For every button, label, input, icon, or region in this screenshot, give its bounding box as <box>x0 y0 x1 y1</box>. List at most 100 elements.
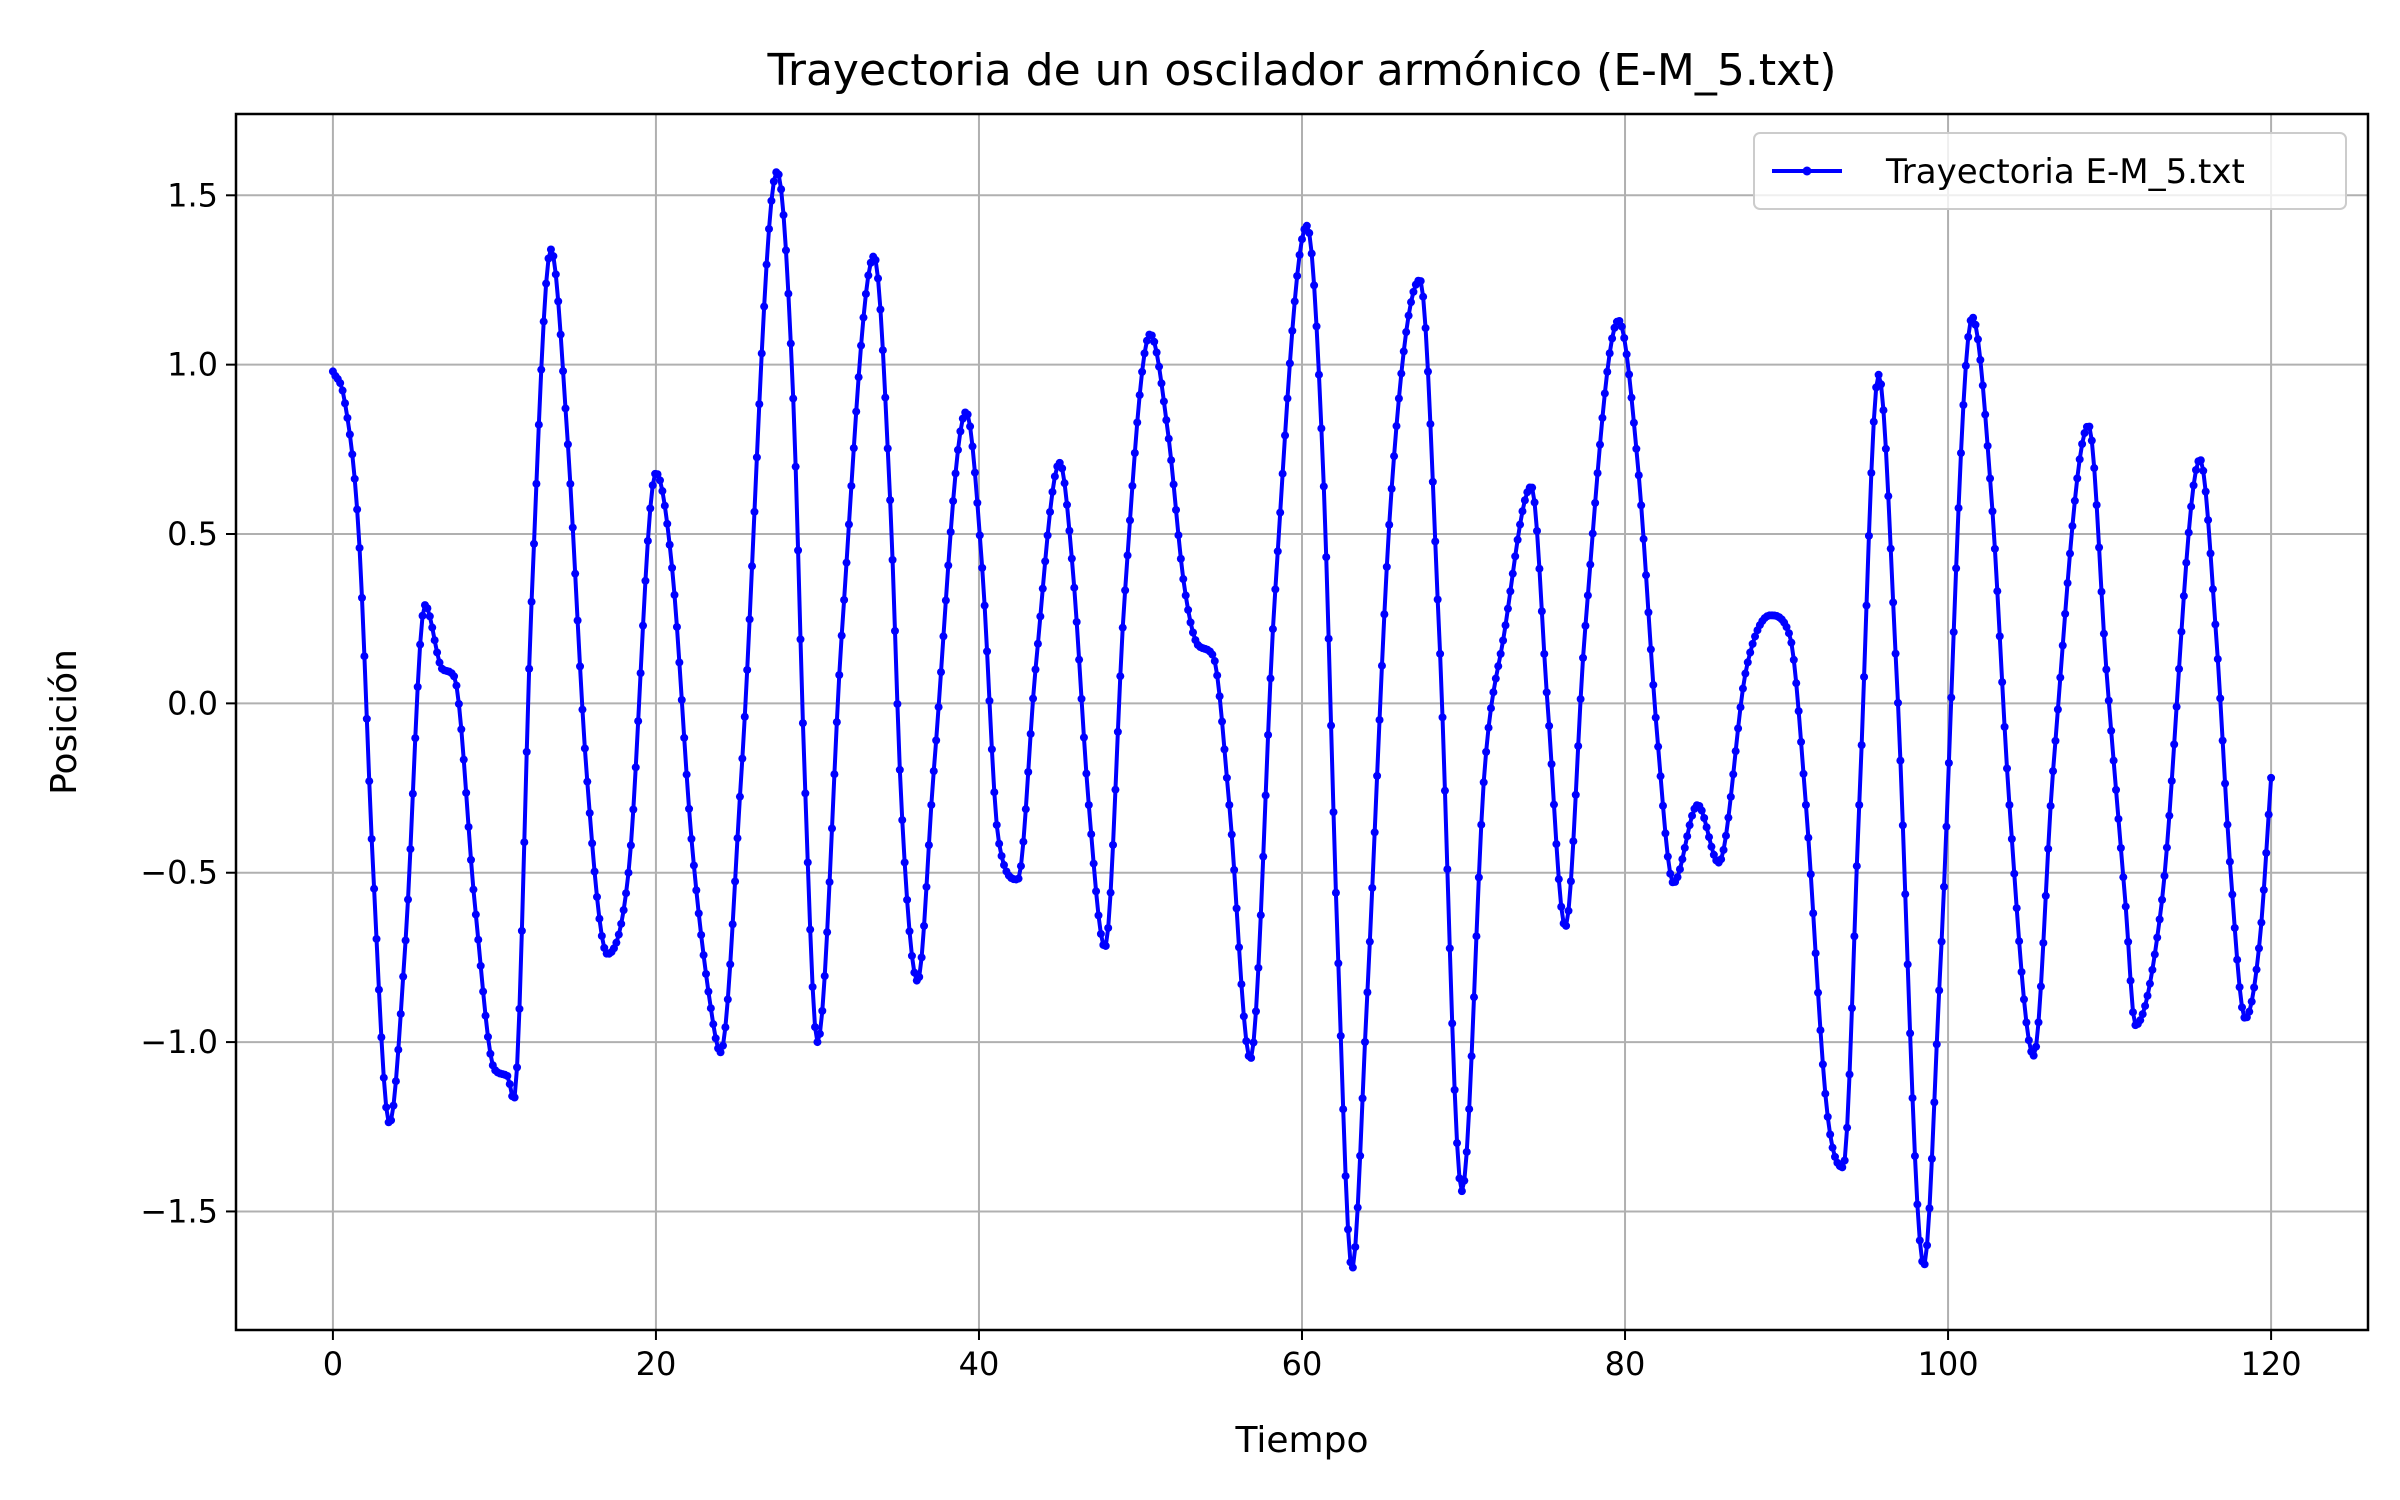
data-point <box>1579 653 1588 662</box>
data-point <box>2216 694 2225 703</box>
data-point <box>348 450 357 459</box>
data-point <box>806 925 815 934</box>
data-point <box>1261 791 1270 800</box>
data-point <box>389 1101 398 1110</box>
data-point <box>1387 484 1396 493</box>
data-point <box>411 734 420 743</box>
data-point <box>2221 779 2230 788</box>
data-point <box>1048 487 1057 496</box>
data-point <box>859 313 868 322</box>
data-point <box>1726 792 1735 801</box>
data-point <box>2223 820 2232 829</box>
data-point <box>1680 843 1689 852</box>
data-point <box>1256 911 1265 920</box>
data-point <box>629 805 638 814</box>
data-point <box>762 260 771 269</box>
data-point <box>2245 1007 2254 1016</box>
data-point <box>970 468 979 477</box>
data-point <box>990 788 999 797</box>
data-point <box>479 987 488 996</box>
data-point <box>401 936 410 945</box>
data-point <box>430 636 439 645</box>
data-point <box>721 1023 730 1032</box>
data-point <box>2238 1003 2247 1012</box>
data-point <box>2162 843 2171 852</box>
data-point <box>2109 756 2118 765</box>
data-point <box>1838 1163 1847 1172</box>
data-point <box>1293 271 1302 280</box>
data-point <box>2099 629 2108 638</box>
data-point <box>1663 852 1672 861</box>
data-point <box>1159 397 1168 406</box>
data-point <box>1988 507 1997 516</box>
data-point <box>1586 560 1595 569</box>
data-point <box>1021 805 1030 814</box>
data-point <box>735 792 744 801</box>
data-point <box>1881 444 1890 453</box>
data-point <box>849 444 858 453</box>
data-point <box>1324 634 1333 643</box>
data-point <box>387 1116 396 1125</box>
data-point <box>372 934 381 943</box>
data-point <box>1685 821 1694 830</box>
data-point <box>1891 649 1900 658</box>
data-point <box>1852 862 1861 871</box>
ticks: 0 20 40 60 80 100 120 −1.5 −1.0 −0.5 0.0 0.5 1.0 1.5 <box>140 176 2301 1383</box>
data-point <box>956 427 965 436</box>
data-point <box>2155 915 2164 924</box>
data-point <box>2264 810 2273 819</box>
data-point <box>1942 822 1951 831</box>
data-point <box>1208 650 1217 659</box>
data-point <box>1443 865 1452 874</box>
data-point <box>462 788 471 797</box>
data-point <box>520 838 529 847</box>
data-point <box>1581 621 1590 630</box>
data-point <box>1305 229 1314 238</box>
data-point <box>1952 564 1961 573</box>
data-point <box>2211 620 2220 629</box>
data-point <box>370 884 379 893</box>
data-point <box>2191 466 2200 474</box>
data-point <box>612 938 621 947</box>
data-point <box>1566 877 1575 886</box>
data-point <box>755 400 764 409</box>
data-point <box>362 714 371 723</box>
data-point <box>578 705 587 714</box>
data-point <box>1368 883 1377 892</box>
data-point <box>2034 1018 2043 1027</box>
data-point <box>2225 857 2234 866</box>
data-point <box>341 399 350 408</box>
data-point <box>2148 965 2157 974</box>
data-point <box>2053 705 2062 714</box>
data-point <box>1237 980 1246 989</box>
data-point <box>1169 480 1178 489</box>
data-point <box>1516 520 1525 529</box>
data-point <box>1239 1012 1248 1021</box>
data-point <box>2051 736 2060 745</box>
data-point <box>1908 1094 1917 1103</box>
data-point <box>1174 531 1183 540</box>
data-point <box>1857 741 1866 750</box>
data-point <box>505 1080 514 1089</box>
data-point <box>2129 1008 2137 1017</box>
data-point <box>1416 277 1425 286</box>
data-point <box>1930 1098 1939 1107</box>
data-point <box>360 652 369 661</box>
data-point <box>704 987 713 996</box>
data-point <box>1491 674 1500 683</box>
data-point <box>1118 623 1127 632</box>
data-point <box>2005 800 2014 809</box>
data-point <box>687 834 696 843</box>
data-point <box>1789 655 1798 664</box>
data-point <box>350 474 359 483</box>
data-point <box>944 561 953 570</box>
data-point <box>2121 902 2130 911</box>
data-point <box>1823 1112 1832 1121</box>
data-point <box>987 745 996 754</box>
data-point <box>522 747 531 756</box>
data-point <box>1373 771 1382 780</box>
data-point <box>825 878 834 887</box>
data-point <box>874 274 883 283</box>
data-point <box>2073 474 2082 483</box>
data-point <box>2252 965 2261 974</box>
